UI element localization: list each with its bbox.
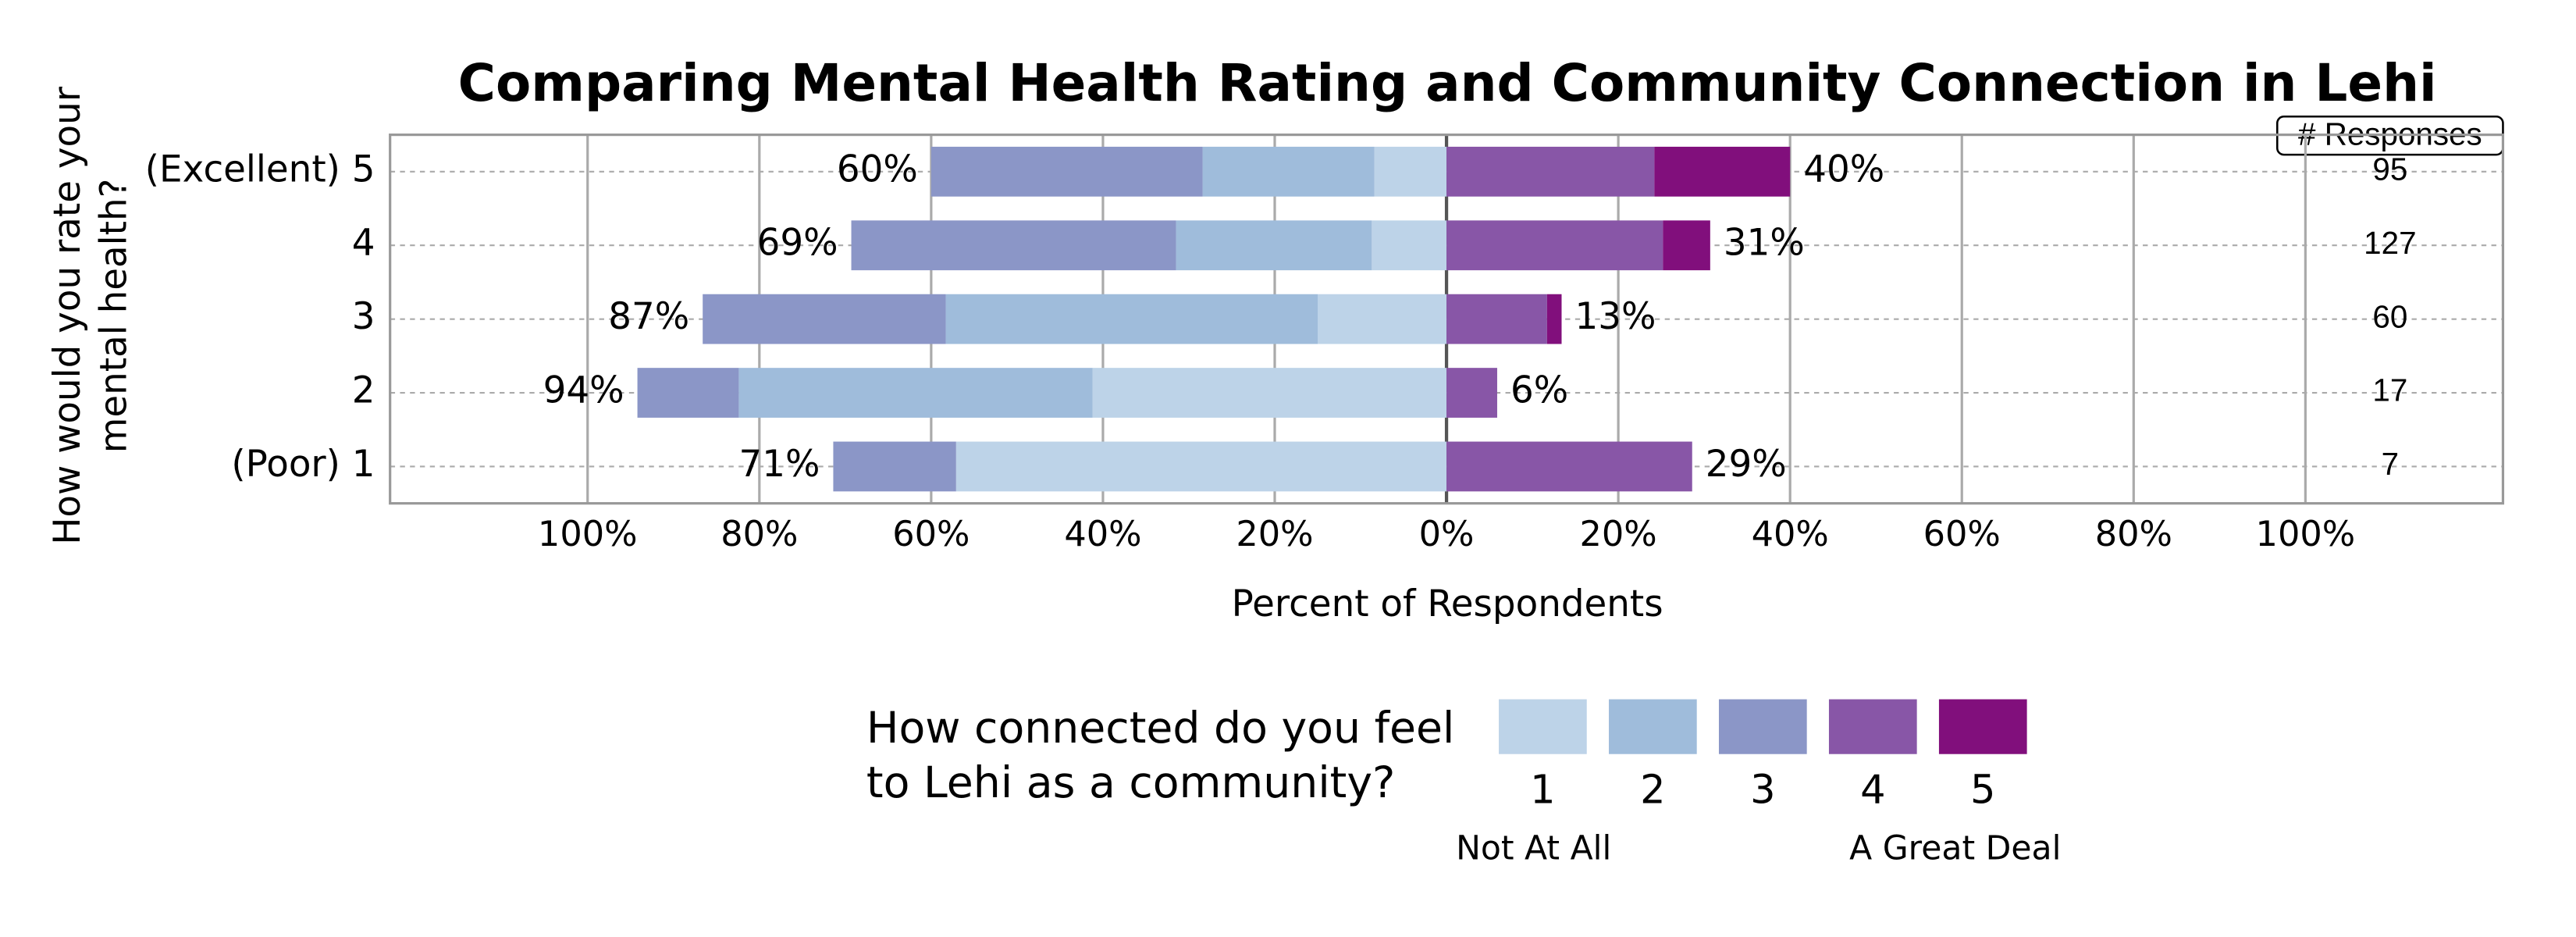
bar-segment <box>1176 220 1372 271</box>
bar-segment <box>833 441 956 492</box>
bar-segment <box>955 441 1447 492</box>
bar-segment <box>1374 146 1447 197</box>
legend-label: 1 <box>1530 768 1555 814</box>
legend-swatch <box>1499 699 1587 754</box>
y-tick-label: (Poor) 1 <box>231 444 375 486</box>
bar-segment <box>1372 220 1447 271</box>
x-tick-label: 20% <box>1236 514 1313 554</box>
y-axis-label: mental health? <box>93 179 135 454</box>
bar-segment <box>1092 368 1447 418</box>
legend-title: How connected do you feel <box>866 704 1454 754</box>
right-total-label: 6% <box>1510 370 1568 412</box>
legend-label: 3 <box>1750 768 1775 814</box>
x-tick-label: 0% <box>1419 514 1475 554</box>
legend-swatch <box>1609 699 1697 754</box>
right-total-label: 13% <box>1575 296 1656 338</box>
responses-value: 17 <box>2372 372 2407 408</box>
bar-segment <box>851 220 1176 271</box>
y-tick-label: (Excellent) 5 <box>145 148 375 191</box>
left-total-label: 87% <box>608 296 689 338</box>
bar-segment <box>1318 294 1447 344</box>
bar-segment <box>1546 294 1562 344</box>
left-total-label: 60% <box>837 148 918 191</box>
x-tick-label: 100% <box>538 514 638 554</box>
x-axis-label: Percent of Respondents <box>1232 583 1663 625</box>
legend-swatch <box>1828 699 1917 754</box>
right-total-label: 40% <box>1803 148 1884 191</box>
bar-segment <box>1446 441 1692 492</box>
y-tick-label: 4 <box>352 223 375 265</box>
responses-value: 7 <box>2382 446 2399 482</box>
y-tick-label: 2 <box>352 370 375 412</box>
x-tick-label: 40% <box>1752 514 1829 554</box>
responses-value: 95 <box>2372 151 2407 187</box>
legend-label: 4 <box>1860 768 1885 814</box>
left-total-label: 69% <box>757 223 838 265</box>
plot-frame <box>389 134 2505 505</box>
responses-value: 60 <box>2372 298 2407 334</box>
x-tick-label: 60% <box>892 514 970 554</box>
x-tick-label: 100% <box>2256 514 2356 554</box>
legend-swatch <box>1938 699 2027 754</box>
legend-swatch <box>1718 699 1807 754</box>
bar-segment <box>1446 146 1655 197</box>
right-total-label: 29% <box>1706 444 1787 486</box>
bar-segment <box>945 294 1318 344</box>
x-tick-label: 20% <box>1580 514 1657 554</box>
x-tick-label: 60% <box>1923 514 2001 554</box>
x-tick-label: 40% <box>1064 514 1141 554</box>
y-axis-label: How would you rate your <box>47 86 89 545</box>
left-total-label: 71% <box>738 444 820 486</box>
legend-high: A Great Deal <box>1849 830 2061 868</box>
bar-segment <box>1202 146 1375 197</box>
bar-segment <box>637 368 739 418</box>
bar-segment <box>1446 294 1547 344</box>
bar-segment <box>1654 146 1791 197</box>
bar-segment <box>1446 220 1663 271</box>
legend-low: Not At All <box>1456 830 1611 868</box>
x-tick-label: 80% <box>720 514 798 554</box>
responses-value: 127 <box>2364 225 2416 261</box>
bar-segment <box>738 368 1093 418</box>
left-total-label: 94% <box>543 370 624 412</box>
legend-label: 5 <box>1970 768 1995 814</box>
legend-label: 2 <box>1640 768 1665 814</box>
bar-segment <box>1663 220 1710 271</box>
bar-segment <box>1446 368 1497 418</box>
y-tick-label: 3 <box>352 296 375 338</box>
chart-title: Comparing Mental Health Rating and Commu… <box>458 53 2437 113</box>
bar-segment <box>930 146 1203 197</box>
legend-title: to Lehi as a community? <box>866 758 1395 808</box>
x-tick-label: 80% <box>2095 514 2172 554</box>
bar-segment <box>703 294 946 344</box>
right-total-label: 31% <box>1724 223 1805 265</box>
